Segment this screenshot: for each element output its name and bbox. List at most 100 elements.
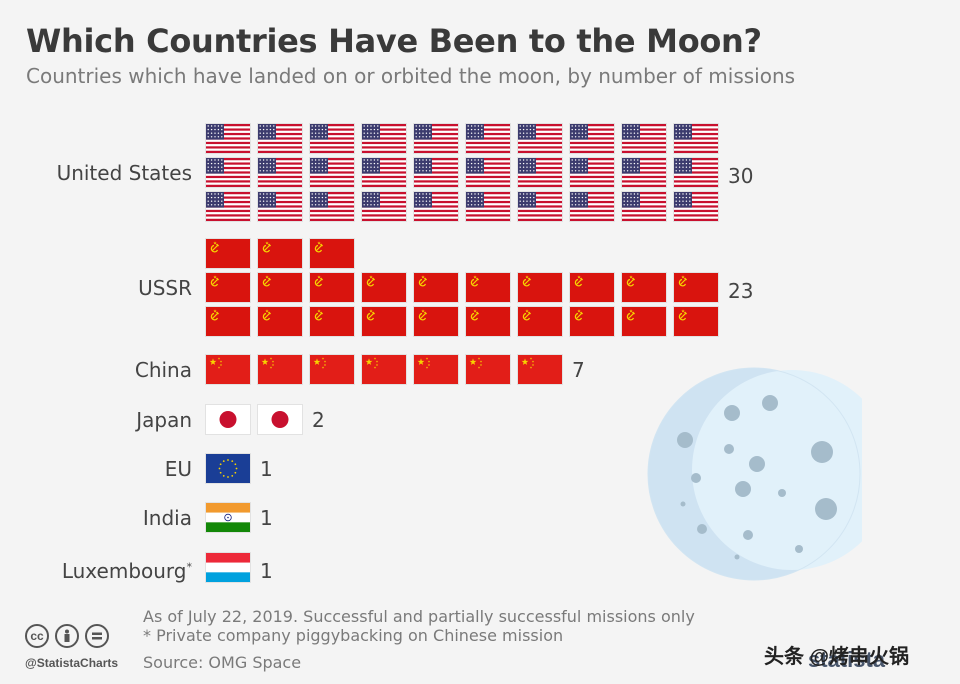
country-name: United States [56, 161, 192, 185]
watermark: 头条 @烤串火锅 [764, 646, 910, 668]
country-name: Japan [136, 408, 192, 432]
ussr-flag-icon [414, 307, 458, 336]
us-flag-icon [466, 124, 510, 153]
no-derivatives-icon [85, 624, 109, 648]
mission-count: 7 [572, 358, 585, 382]
country-name: Luxembourg [61, 559, 187, 583]
ussr-flag-icon [362, 273, 406, 302]
cc-icon: cc [25, 624, 49, 648]
us-flag-icon [310, 192, 354, 221]
us-flag-icon [570, 192, 614, 221]
footnotes: As of July 22, 2019. Successful and part… [143, 607, 695, 645]
china-flag-icon [310, 355, 354, 384]
country-label: China [22, 358, 192, 382]
country-name: India [142, 506, 192, 530]
us-flag-icon [518, 158, 562, 187]
statista-handle: @StatistaCharts [25, 656, 119, 670]
china-flag-icon [258, 355, 302, 384]
luxembourg-flag-icon [206, 553, 250, 582]
us-flag-icon [258, 158, 302, 187]
ussr-flag-icon [206, 307, 250, 336]
mission-count: 1 [260, 559, 273, 583]
china-flag-icon [362, 355, 406, 384]
ussr-flag-icon [310, 273, 354, 302]
ussr-flag-icon [258, 307, 302, 336]
mission-count: 1 [260, 506, 273, 530]
us-flag-icon [570, 124, 614, 153]
footnote-asterisk: * Private company piggybacking on Chines… [143, 626, 564, 645]
us-flag-icon [518, 192, 562, 221]
country-label: USSR [22, 276, 192, 300]
ussr-flag-icon [518, 273, 562, 302]
mission-count: 2 [312, 408, 325, 432]
ussr-flag-icon [570, 307, 614, 336]
moon-illustration [647, 367, 862, 581]
us-flag-icon [622, 124, 666, 153]
country-label: India [22, 506, 192, 530]
eu-flag-icon [206, 454, 250, 483]
ussr-flag-icon [258, 239, 302, 268]
ussr-flag-icon [570, 273, 614, 302]
china-flag-icon [414, 355, 458, 384]
us-flag-icon [414, 158, 458, 187]
ussr-flag-icon [310, 307, 354, 336]
country-label: United States [22, 161, 192, 185]
country-label: Luxembourg* [22, 559, 192, 583]
us-flag-icon [362, 192, 406, 221]
attribution-icon [55, 624, 79, 648]
us-flag-icon [414, 124, 458, 153]
footnote-mark: * [186, 560, 193, 574]
footnote-date: As of July 22, 2019. Successful and part… [143, 607, 695, 626]
ussr-flag-icon [362, 307, 406, 336]
japan-flag-icon [258, 405, 302, 434]
ussr-flag-icon [258, 273, 302, 302]
us-flag-icon [622, 192, 666, 221]
ussr-flag-icon [414, 273, 458, 302]
mission-count: 23 [728, 279, 754, 303]
us-flag-icon [414, 192, 458, 221]
us-flag-icon [466, 158, 510, 187]
mission-count: 30 [728, 164, 754, 188]
country-label: EU [22, 457, 192, 481]
license-icons: cc [25, 624, 109, 648]
us-flag-icon [674, 124, 718, 153]
mission-count: 1 [260, 457, 273, 481]
country-label: Japan [22, 408, 192, 432]
page-subtitle: Countries which have landed on or orbite… [26, 64, 796, 88]
statista-logo: statista [808, 647, 886, 672]
country-name: EU [164, 457, 192, 481]
ussr-flag-icon [310, 239, 354, 268]
ussr-flag-icon [466, 307, 510, 336]
us-flag-icon [466, 192, 510, 221]
us-flag-icon [206, 192, 250, 221]
country-name: China [134, 358, 192, 382]
us-flag-icon [310, 124, 354, 153]
us-flag-icon [674, 158, 718, 187]
ussr-flag-icon [622, 273, 666, 302]
us-flag-icon [258, 124, 302, 153]
china-flag-icon [518, 355, 562, 384]
us-flag-icon [518, 124, 562, 153]
japan-flag-icon [206, 405, 250, 434]
us-flag-icon [310, 158, 354, 187]
us-flag-icon [674, 192, 718, 221]
china-flag-icon [206, 355, 250, 384]
us-flag-icon [362, 158, 406, 187]
ussr-flag-icon [674, 273, 718, 302]
ussr-flag-icon [674, 307, 718, 336]
ussr-flag-icon [622, 307, 666, 336]
ussr-flag-icon [206, 239, 250, 268]
us-flag-icon [570, 158, 614, 187]
ussr-flag-icon [466, 273, 510, 302]
us-flag-icon [206, 158, 250, 187]
source-note: Source: OMG Space [143, 653, 302, 672]
country-name: USSR [138, 276, 192, 300]
us-flag-icon [206, 124, 250, 153]
us-flag-icon [258, 192, 302, 221]
us-flag-icon [362, 124, 406, 153]
ussr-flag-icon [518, 307, 562, 336]
page-title: Which Countries Have Been to the Moon? [26, 22, 762, 60]
india-flag-icon [206, 503, 250, 532]
china-flag-icon [466, 355, 510, 384]
ussr-flag-icon [206, 273, 250, 302]
